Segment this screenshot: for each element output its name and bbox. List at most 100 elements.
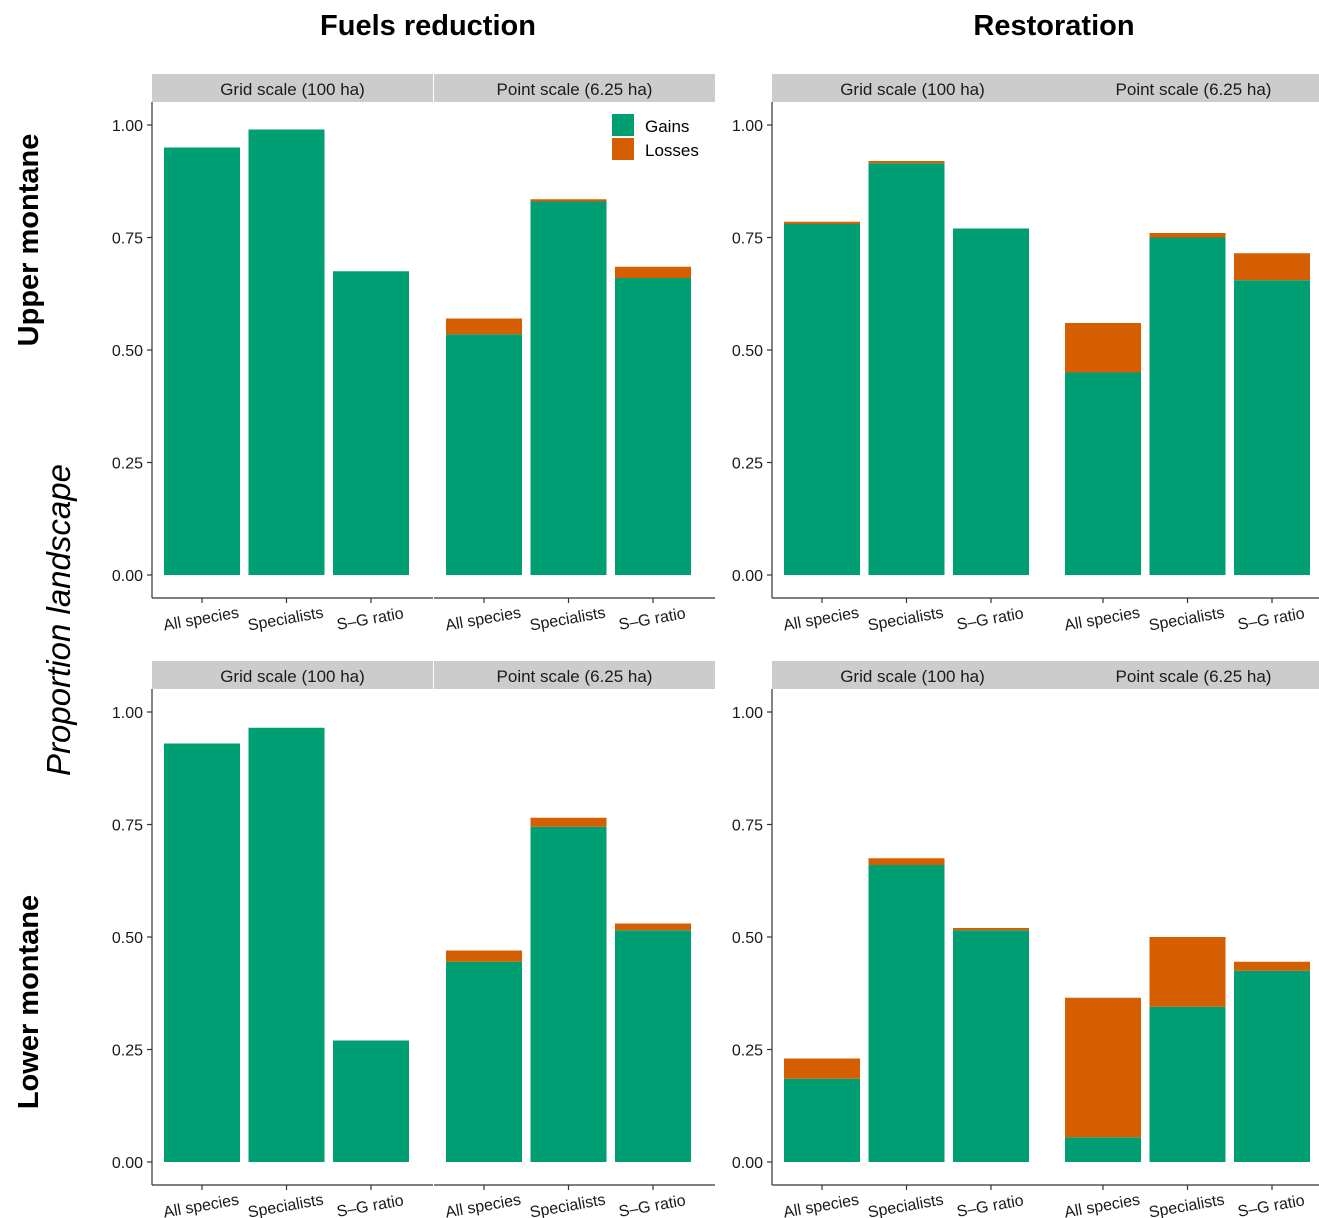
y-tick-label: 0.50 — [112, 343, 143, 360]
x-tick-label: S–G ratio — [1236, 1192, 1306, 1218]
bar-gains — [333, 1040, 409, 1162]
x-tick-label: All species — [1063, 605, 1141, 635]
bar-gains — [1149, 237, 1226, 575]
legend-key-losses — [612, 138, 634, 160]
x-tick-label: S–G ratio — [617, 605, 687, 633]
bar-gains — [1149, 1006, 1226, 1162]
bar-gains — [164, 743, 240, 1162]
bar-gains — [868, 163, 945, 575]
y-tick-label: 0.50 — [732, 930, 763, 947]
panels-group: Grid scale (100 ha)All species Specialist… — [112, 74, 1319, 1218]
panel-2: Point scale (6.25 ha) All species Speciali… — [434, 74, 715, 635]
x-tick-label: S–G ratio — [617, 1192, 687, 1218]
column-title-restoration: Restoration — [973, 10, 1134, 42]
y-tick-label: 0.50 — [732, 343, 763, 360]
panel-3: Grid scale (100 ha) All species Specialist… — [732, 74, 1053, 635]
row-title-upper-montane: Upper montane — [13, 134, 45, 347]
y-tick-label: 0.25 — [732, 456, 763, 473]
y-tick-label: 0.50 — [112, 930, 143, 947]
row-title-lower-montane: Lower montane — [13, 895, 45, 1109]
x-tick-label: Specialists — [247, 1192, 325, 1218]
bar-gains — [615, 930, 691, 1162]
x-tick-label: All species — [444, 605, 522, 635]
x-tick-label: Specialists — [529, 605, 607, 635]
panel-strip — [1053, 74, 1319, 102]
bar-losses — [446, 318, 522, 335]
panel-strip-label: Grid scale (100 ha) — [220, 667, 365, 686]
panel-strip-label: Point scale (6.25 ha) — [497, 667, 653, 686]
y-tick-label: 1.00 — [732, 705, 763, 722]
bar-gains — [953, 930, 1029, 1162]
bar-losses — [784, 1058, 860, 1079]
bar-gains — [1065, 1137, 1141, 1162]
bar-gains — [248, 129, 325, 575]
bar-gains — [530, 201, 607, 575]
panel-strip — [772, 661, 1053, 689]
x-tick-label: Specialists — [1148, 605, 1226, 635]
panel-strip-label: Grid scale (100 ha) — [220, 80, 365, 99]
x-tick-label: S–G ratio — [955, 605, 1025, 633]
y-tick-label: 0.00 — [732, 568, 763, 585]
bar-losses — [784, 221, 860, 224]
bar-losses — [615, 266, 691, 278]
x-tick-label: All species — [162, 1192, 240, 1218]
panel-strip — [434, 74, 715, 102]
y-tick-label: 0.00 — [732, 1155, 763, 1172]
panel-strip-label: Point scale (6.25 ha) — [497, 80, 653, 99]
panel-strip-label: Grid scale (100 ha) — [840, 80, 985, 99]
bar-gains — [446, 334, 522, 575]
y-tick-label: 1.00 — [732, 118, 763, 135]
bar-losses — [1065, 323, 1141, 373]
bar-losses — [1149, 233, 1226, 238]
bar-losses — [1065, 997, 1141, 1138]
x-tick-label: Specialists — [1148, 1192, 1226, 1218]
panel-6: Point scale (6.25 ha) All species Speciali… — [434, 661, 715, 1218]
x-tick-label: S–G ratio — [335, 1192, 405, 1218]
x-tick-label: S–G ratio — [955, 1192, 1025, 1218]
bar-losses — [1234, 253, 1310, 281]
bar-gains — [530, 826, 607, 1162]
panel-4: Point scale (6.25 ha) All species Speciali… — [1053, 74, 1319, 635]
bar-gains — [164, 147, 240, 575]
x-tick-label: Specialists — [867, 1192, 945, 1218]
y-axis-title: Proportion landscape — [40, 464, 77, 776]
legend-label-losses: Losses — [645, 141, 699, 160]
bar-losses — [868, 858, 945, 865]
bar-losses — [530, 199, 607, 202]
y-tick-label: 0.75 — [112, 231, 143, 248]
bar-losses — [446, 950, 522, 962]
bar-gains — [1234, 970, 1310, 1162]
bar-losses — [868, 161, 945, 164]
bar-gains — [784, 1078, 860, 1162]
bar-gains — [446, 961, 522, 1162]
x-tick-label: S–G ratio — [335, 605, 405, 633]
x-tick-label: All species — [782, 605, 860, 635]
column-title-fuels-reduction: Fuels reduction — [320, 10, 536, 42]
y-tick-label: 1.00 — [112, 118, 143, 135]
y-tick-label: 1.00 — [112, 705, 143, 722]
panel-strip — [772, 74, 1053, 102]
y-tick-label: 0.00 — [112, 1155, 143, 1172]
y-tick-label: 0.25 — [112, 456, 143, 473]
bar-gains — [615, 278, 691, 575]
bar-losses — [615, 923, 691, 931]
bar-gains — [784, 224, 860, 575]
panel-strip-label: Point scale (6.25 ha) — [1116, 80, 1272, 99]
bar-gains — [1065, 372, 1141, 575]
panel-strip — [152, 74, 433, 102]
bar-gains — [248, 727, 325, 1162]
bar-gains — [333, 271, 409, 575]
y-tick-label: 0.00 — [112, 568, 143, 585]
legend: Gains Losses — [612, 114, 699, 160]
panel-8: Point scale (6.25 ha) All species Speciali… — [1053, 661, 1319, 1218]
panel-strip — [1053, 661, 1319, 689]
legend-key-gains — [612, 114, 634, 136]
y-tick-label: 0.75 — [112, 818, 143, 835]
x-tick-label: Specialists — [867, 605, 945, 635]
bar-gains — [868, 865, 945, 1162]
y-tick-label: 0.75 — [732, 231, 763, 248]
legend-label-gains: Gains — [645, 117, 689, 136]
x-tick-label: All species — [1063, 1192, 1141, 1218]
bar-gains — [953, 228, 1029, 575]
